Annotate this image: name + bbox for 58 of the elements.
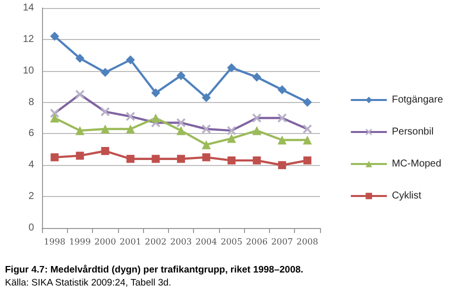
point [126,55,135,64]
x-tick-label: 2004 [195,238,218,248]
text: Figur 4.7: Medelvårdtid (dygn) per trafikantgrupp, riket 1998–2008. [5,264,304,276]
point [227,63,236,72]
point [100,68,110,77]
x-tick-label: 2001 [120,238,142,248]
point [227,134,236,143]
x-tick-label: 2007 [271,238,293,248]
point [228,156,236,164]
x-tick-label: 2005 [220,238,242,248]
x-tick-label: 2003 [170,238,192,248]
legend-label: Personbil [392,126,434,138]
y-tick-label: 6 [28,128,34,140]
y-tick-label: 10 [22,65,34,76]
point [100,124,110,134]
point [50,32,60,41]
point [278,136,287,144]
text: Källa: SIKA Statistik 2009:24, Tabell 3d. [5,278,172,288]
y-tick-label: 4 [28,160,34,171]
point [278,85,287,94]
legend-label: Fotgängare [392,94,444,106]
point [126,154,134,163]
y-tick-label: 2 [28,191,34,202]
y-tick-label: 12 [22,34,34,45]
point [75,54,84,63]
point [50,114,60,122]
point [278,161,286,170]
point [76,152,84,160]
point [152,154,160,163]
legend-label: MC-Moped [392,158,442,170]
x-tick-label: 1999 [69,238,91,248]
point [252,126,262,136]
point [202,93,211,102]
legend-label: Cyklist [392,190,422,202]
x-tick-label: 2008 [296,238,318,248]
point [202,153,210,162]
point [252,156,261,164]
y-tick-label: 8 [28,96,34,108]
y-tick-label: 14 [22,2,34,14]
x-tick-label: 1998 [44,238,66,248]
point [176,126,186,136]
x-tick-label: 2002 [144,238,167,248]
point [151,114,160,122]
x-tick-label: 2000 [94,238,116,248]
point [302,98,312,107]
x-tick-label: 2006 [246,238,268,248]
point [101,147,110,155]
point [252,72,262,82]
point [50,153,59,162]
point [177,154,185,163]
point [151,88,160,98]
point [302,136,312,144]
point [176,71,186,80]
point [202,140,211,150]
point [303,156,312,164]
point [75,126,84,136]
point [126,124,135,134]
y-tick-label: 0 [28,222,34,234]
